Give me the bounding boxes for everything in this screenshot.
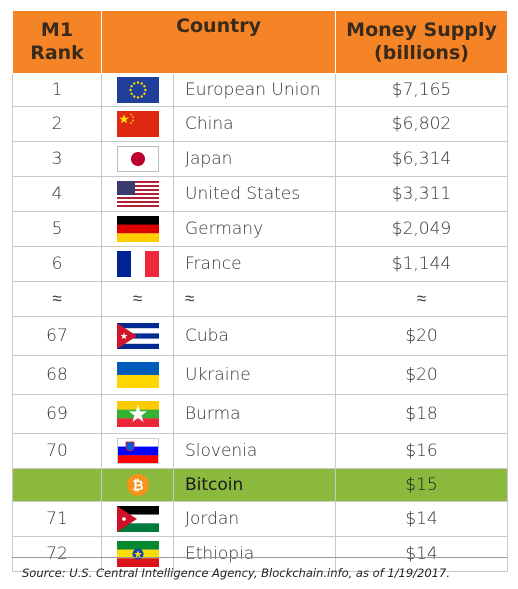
- rank-cell: 1: [12, 73, 102, 107]
- money-supply-cell: $18: [335, 394, 509, 434]
- money-header-line2: (billions): [374, 42, 469, 64]
- china-flag-icon: [116, 111, 159, 137]
- table-row-gap: ≈ ≈ ≈ ≈: [12, 281, 509, 317]
- rank-header-line2: Rank: [30, 42, 84, 64]
- money-header-line1: Money Supply: [346, 19, 497, 41]
- money-supply-cell: $20: [335, 355, 509, 395]
- country-cell: Slovenia: [172, 433, 337, 469]
- table-row: 69 Burma $18: [12, 394, 509, 434]
- country-cell: ≈: [172, 281, 337, 317]
- rank-header-line1: M1: [40, 19, 74, 41]
- table-row: 70 Slovenia $16: [12, 433, 509, 469]
- rank-cell: 69: [12, 394, 102, 434]
- flag-cell: [101, 355, 174, 395]
- rank-cell: 68: [12, 355, 102, 395]
- country-cell: Ukraine: [172, 355, 337, 395]
- flag-cell: [101, 246, 174, 282]
- usa-flag-icon: [116, 181, 159, 207]
- money-supply-cell: $14: [335, 536, 509, 572]
- flag-cell: [101, 73, 174, 107]
- money-supply-cell: $6,802: [335, 106, 509, 142]
- table-row: 2 China $6,802: [12, 106, 509, 142]
- money-supply-cell: $2,049: [335, 211, 509, 247]
- rank-cell: 72: [12, 536, 102, 572]
- country-column-header: Country: [100, 10, 337, 74]
- table-row: 4 United States: [12, 176, 509, 212]
- table-row: 1 European Un: [12, 73, 509, 107]
- money-supply-cell: $15: [335, 468, 509, 502]
- rank-cell: 3: [12, 141, 102, 177]
- table-header-row: M1 Rank Country Money Supply (billions): [12, 10, 509, 74]
- country-cell: Burma: [172, 394, 337, 434]
- country-cell: Japan: [172, 141, 337, 177]
- flag-cell: [101, 176, 174, 212]
- rank-cell: 2: [12, 106, 102, 142]
- rank-cell: 70: [12, 433, 102, 469]
- rank-cell: 67: [12, 316, 102, 356]
- france-flag-icon: [116, 251, 159, 277]
- eu-flag-icon: [116, 77, 159, 103]
- money-supply-cell: $7,165: [335, 73, 509, 107]
- bitcoin-highlight-row: ₿ Bitcoin $15: [12, 468, 509, 502]
- rank-column-header: M1 Rank: [12, 10, 102, 74]
- flag-cell: [101, 106, 174, 142]
- flag-cell: [101, 211, 174, 247]
- jordan-flag-icon: [116, 506, 159, 532]
- flag-cell: [101, 394, 174, 434]
- country-cell: Germany: [172, 211, 337, 247]
- flag-cell: [101, 141, 174, 177]
- cuba-flag-icon: [116, 323, 159, 349]
- source-caption: Source: U.S. Central Intelligence Agency…: [22, 566, 450, 580]
- caption-divider: [12, 557, 507, 558]
- table-row: 67 Cuba $20: [12, 316, 509, 356]
- country-cell: China: [172, 106, 337, 142]
- table-row: 3 Japan $6,314: [12, 141, 509, 177]
- money-supply-column-header: Money Supply (billions): [335, 10, 509, 74]
- flag-cell: [101, 501, 174, 537]
- country-cell: United States: [172, 176, 337, 212]
- country-cell: Cuba: [172, 316, 337, 356]
- flag-cell: ≈: [101, 281, 174, 317]
- ethiopia-flag-icon: [116, 541, 159, 567]
- money-supply-cell: $14: [335, 501, 509, 537]
- flag-cell: [101, 536, 174, 572]
- ukraine-flag-icon: [116, 362, 159, 388]
- country-cell: European Union: [172, 73, 337, 107]
- rank-cell: 5: [12, 211, 102, 247]
- bitcoin-icon: ₿: [117, 472, 159, 498]
- money-supply-cell: $20: [335, 316, 509, 356]
- japan-flag-icon: [116, 146, 159, 172]
- money-supply-cell: $6,314: [335, 141, 509, 177]
- rank-cell: ≈: [12, 281, 102, 317]
- money-supply-table-container: M1 Rank Country Money Supply (billions) …: [12, 10, 509, 572]
- germany-flag-icon: [116, 216, 159, 242]
- flag-cell: ₿: [101, 468, 174, 502]
- rank-cell: 6: [12, 246, 102, 282]
- slovenia-flag-icon: [116, 438, 159, 464]
- rank-cell: 71: [12, 501, 102, 537]
- country-cell: Jordan: [172, 501, 337, 537]
- money-supply-cell: $3,311: [335, 176, 509, 212]
- flag-cell: [101, 433, 174, 469]
- money-supply-cell: ≈: [335, 281, 509, 317]
- money-supply-cell: $16: [335, 433, 509, 469]
- flag-cell: [101, 316, 174, 356]
- country-cell: France: [172, 246, 337, 282]
- burma-flag-icon: [116, 401, 159, 427]
- rank-cell: [12, 468, 102, 502]
- table-row: 5 Germany $2,049: [12, 211, 509, 247]
- table-row: 68 Ukraine $20: [12, 355, 509, 395]
- money-supply-table: M1 Rank Country Money Supply (billions) …: [12, 10, 509, 572]
- rank-cell: 4: [12, 176, 102, 212]
- table-row: 6 France $1,144: [12, 246, 509, 282]
- table-row: 71 Jordan $14: [12, 501, 509, 537]
- svg-text:₿: ₿: [132, 478, 143, 494]
- country-cell: Ethiopia: [172, 536, 337, 572]
- table-row: 72 Ethiopia $14: [12, 536, 509, 572]
- money-supply-cell: $1,144: [335, 246, 509, 282]
- country-cell: Bitcoin: [172, 468, 337, 502]
